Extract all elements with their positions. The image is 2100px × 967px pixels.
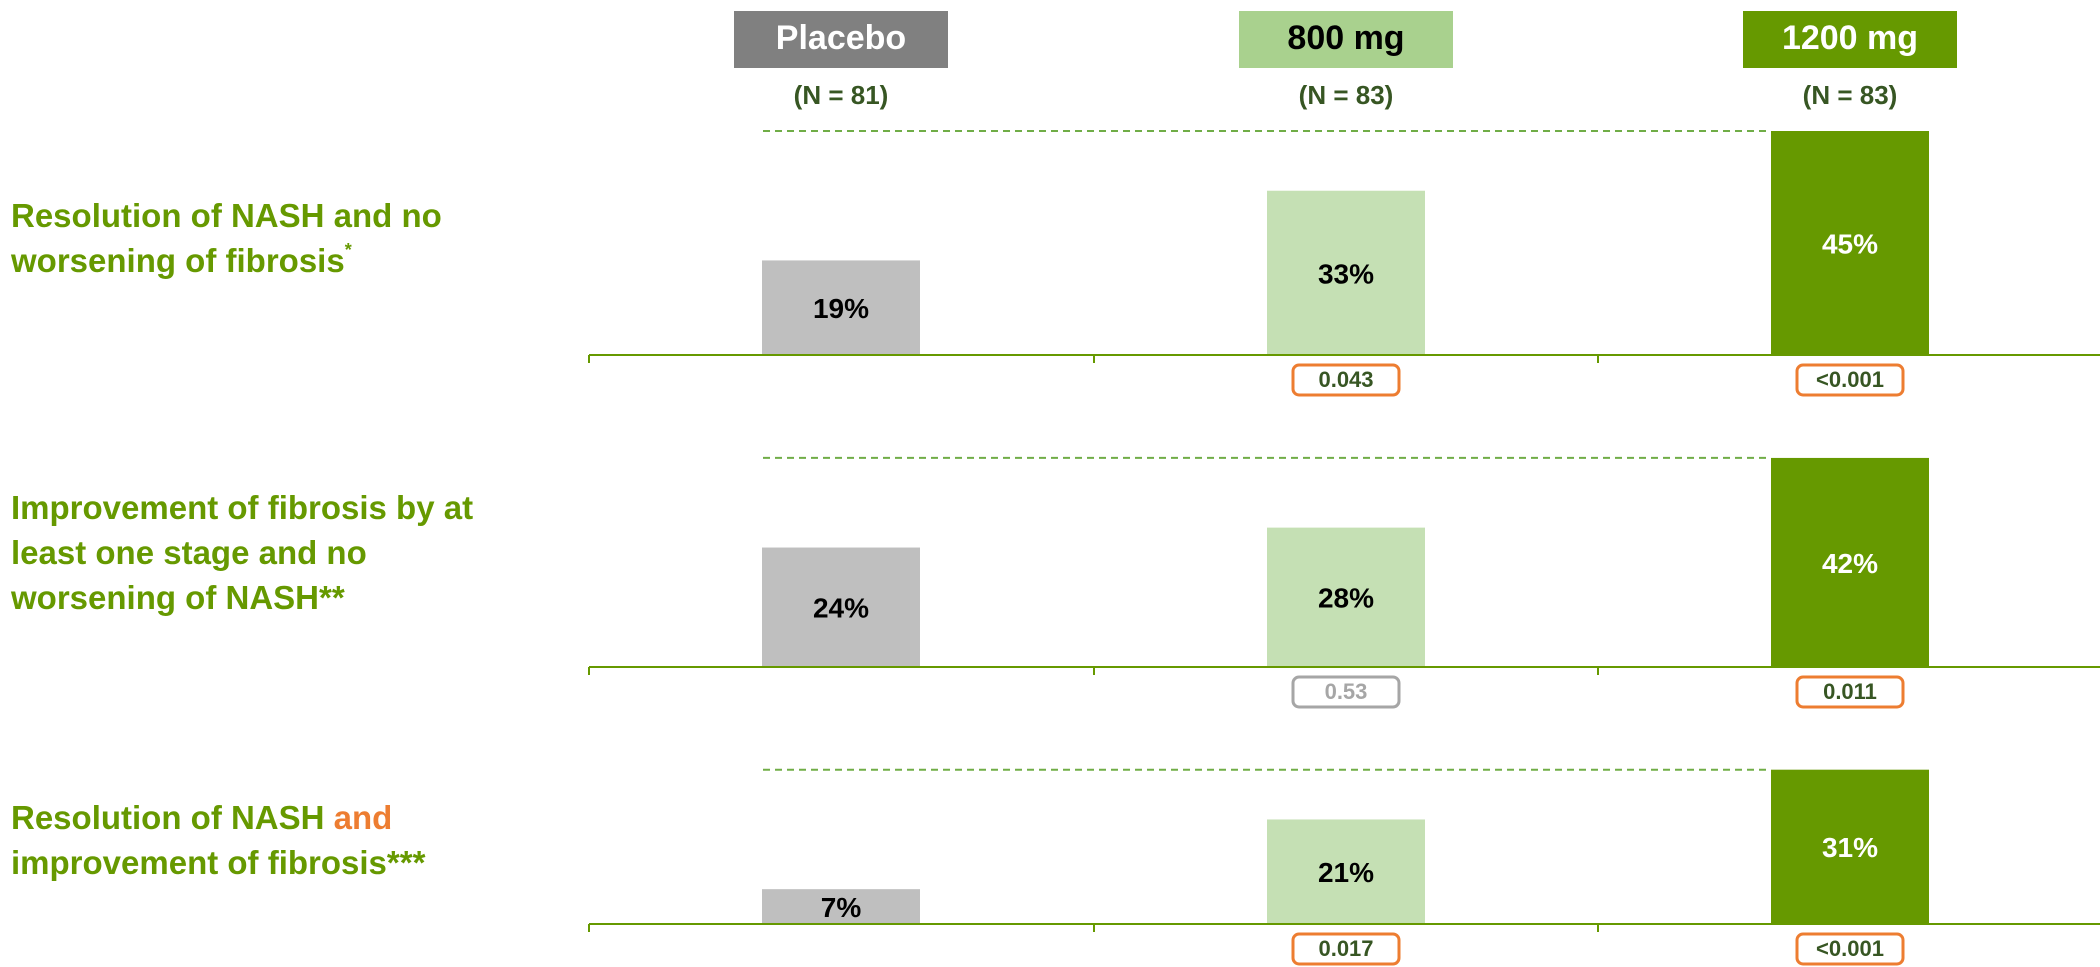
group-header: [1743, 11, 1957, 68]
group-name: Placebo: [776, 19, 906, 57]
label-part: worsening of NASH**: [10, 579, 345, 616]
p-value: 0.011: [1823, 679, 1877, 704]
p-value-box: [1291, 675, 1401, 709]
group-n: (N = 83): [1299, 80, 1394, 110]
label-part: Resolution of NASH: [11, 799, 334, 836]
bar: [762, 889, 920, 924]
p-value-box: [1291, 363, 1401, 397]
p-value-box: [1795, 932, 1905, 966]
label-part: and: [334, 799, 393, 836]
label-part: *: [345, 240, 352, 260]
bar: [1771, 457, 1929, 667]
panel-label: Resolution of NASH and no: [11, 197, 442, 234]
p-value: 0.53: [1325, 679, 1368, 704]
label-part: Improvement of fibrosis by at: [11, 489, 473, 526]
p-value-box: [1795, 675, 1905, 709]
group-header: [734, 11, 948, 68]
value-label: 19%: [813, 293, 869, 324]
p-value-box: [1291, 932, 1401, 966]
p-value: <0.001: [1816, 367, 1884, 392]
p-value: <0.001: [1816, 936, 1884, 961]
value-label: 31%: [1822, 832, 1878, 863]
panel-label: worsening of fibrosis*: [10, 240, 352, 279]
bar: [1267, 527, 1425, 667]
panel-label: Resolution of NASH and: [11, 799, 392, 836]
value-label: 24%: [813, 593, 869, 624]
p-value: 0.017: [1318, 936, 1373, 961]
bar: [1771, 769, 1929, 924]
group-header: [1239, 11, 1453, 68]
bar: [1267, 190, 1425, 355]
group-name: 1200 mg: [1782, 19, 1918, 57]
group-n: (N = 83): [1803, 80, 1898, 110]
value-label: 21%: [1318, 857, 1374, 888]
label-part: Resolution of NASH and no: [11, 197, 442, 234]
label-part: improvement of fibrosis***: [11, 844, 426, 881]
value-label: 7%: [821, 892, 862, 923]
label-part: least one stage and no: [11, 534, 367, 571]
panel-label: improvement of fibrosis***: [11, 844, 426, 881]
panel-label: worsening of NASH**: [10, 579, 345, 616]
value-label: 33%: [1318, 258, 1374, 289]
bar: [1267, 819, 1425, 924]
bar: [762, 547, 920, 667]
value-label: 28%: [1318, 583, 1374, 614]
panel-label: Improvement of fibrosis by at: [11, 489, 473, 526]
group-name: 800 mg: [1287, 19, 1404, 57]
p-value-box: [1795, 363, 1905, 397]
value-label: 42%: [1822, 548, 1878, 579]
p-value: 0.043: [1318, 367, 1373, 392]
bar: [1771, 131, 1929, 355]
value-label: 45%: [1822, 228, 1878, 259]
group-n: (N = 81): [794, 80, 889, 110]
bar: [762, 260, 920, 355]
panel-label: least one stage and no: [11, 534, 367, 571]
label-part: worsening of fibrosis: [10, 242, 345, 279]
